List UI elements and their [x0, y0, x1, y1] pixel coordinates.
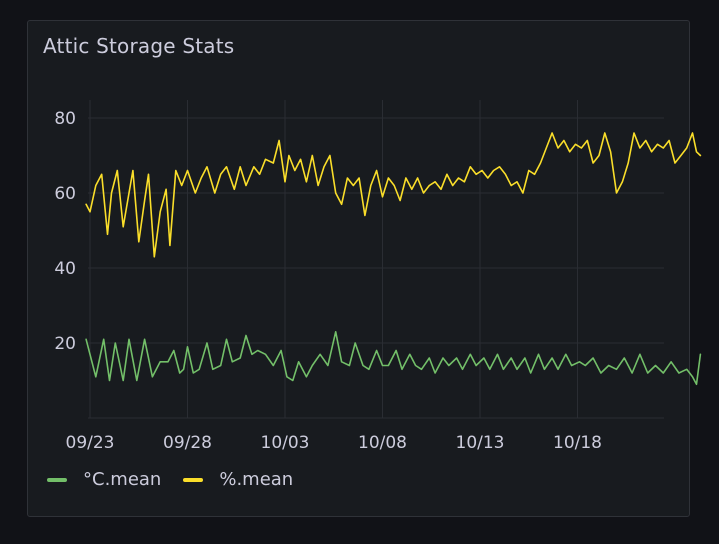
- y-axis: 20 40 60 80: [54, 109, 76, 354]
- x-tick-label-10-08: 10/08: [358, 433, 407, 453]
- legend-item-humidity[interactable]: %.mean: [183, 469, 293, 490]
- x-tick-label-10-18: 10/18: [553, 433, 602, 453]
- grid: [88, 100, 664, 419]
- series-line-humidity[interactable]: [85, 132, 702, 258]
- x-axis: 09/23 09/28 10/03 10/08 10/13 10/18: [66, 433, 603, 453]
- y-tick-label-40: 40: [54, 259, 76, 279]
- legend-swatch-temperature: [47, 477, 67, 482]
- x-tick-label-10-03: 10/03: [261, 433, 310, 453]
- legend-label-temperature: °C.mean: [83, 469, 162, 490]
- legend-item-temperature[interactable]: °C.mean: [47, 469, 161, 490]
- panel-title[interactable]: Attic Storage Stats: [43, 34, 235, 58]
- y-tick-label-80: 80: [54, 109, 76, 129]
- x-tick-label-09-28: 09/28: [163, 433, 212, 453]
- legend-swatch-humidity: [183, 477, 204, 482]
- y-tick-label-60: 60: [54, 184, 76, 204]
- series-group: [85, 132, 702, 386]
- legend: °C.mean %.mean: [47, 469, 293, 490]
- y-tick-label-20: 20: [54, 334, 76, 354]
- series-line-temperature[interactable]: [85, 330, 702, 386]
- legend-label-humidity: %.mean: [219, 469, 294, 490]
- x-tick-label-10-13: 10/13: [456, 433, 505, 453]
- x-tick-label-09-23: 09/23: [66, 433, 115, 453]
